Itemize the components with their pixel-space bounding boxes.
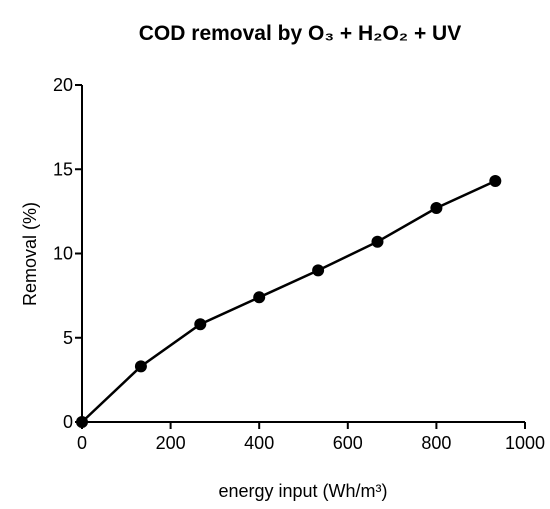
x-tick-label: 800	[421, 433, 451, 453]
point	[371, 235, 384, 248]
x-tick-label: 0	[77, 433, 87, 453]
y-tick-label: 10	[53, 244, 73, 264]
x-tick-label: 200	[156, 433, 186, 453]
y-axis-label: Removal (%)	[20, 202, 40, 306]
x-tick-label: 600	[333, 433, 363, 453]
point	[134, 360, 147, 373]
point	[489, 175, 502, 188]
point	[253, 291, 266, 304]
y-tick-label: 20	[53, 75, 73, 95]
point	[312, 264, 325, 277]
point	[76, 416, 88, 428]
x-axis-label: energy input (Wh/m³)	[218, 481, 387, 501]
x-tick-label: 400	[244, 433, 274, 453]
y-tick-label: 5	[63, 328, 73, 348]
y-tick-label: 0	[63, 412, 73, 432]
point	[430, 202, 443, 215]
chart-title: COD removal by O₃ + H₂O₂ + UV	[139, 22, 461, 45]
y-tick-label: 15	[53, 159, 73, 179]
x-tick-label: 1000	[505, 433, 545, 453]
point	[194, 318, 207, 331]
line	[81, 179, 496, 423]
